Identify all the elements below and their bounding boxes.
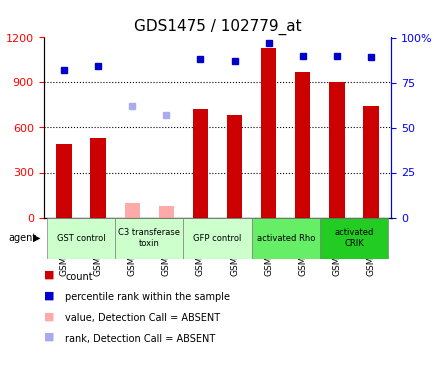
Text: rank, Detection Call = ABSENT: rank, Detection Call = ABSENT bbox=[65, 334, 215, 344]
Text: ■: ■ bbox=[43, 332, 54, 342]
Bar bbox=[158, 206, 174, 218]
Text: agent: agent bbox=[9, 233, 37, 243]
Bar bbox=[90, 138, 105, 218]
Bar bbox=[115, 217, 183, 259]
Text: GFP control: GFP control bbox=[193, 234, 241, 243]
Bar bbox=[47, 217, 115, 259]
Bar bbox=[260, 48, 276, 217]
Text: GST control: GST control bbox=[56, 234, 105, 243]
Text: ■: ■ bbox=[43, 270, 54, 280]
Text: percentile rank within the sample: percentile rank within the sample bbox=[65, 292, 230, 303]
Text: ▶: ▶ bbox=[33, 233, 40, 243]
Bar bbox=[362, 106, 378, 218]
Text: activated
CRIK: activated CRIK bbox=[333, 228, 373, 248]
Bar bbox=[227, 116, 242, 218]
Bar bbox=[183, 217, 251, 259]
Text: ■: ■ bbox=[43, 291, 54, 301]
Text: activated Rho: activated Rho bbox=[256, 234, 314, 243]
Text: ■: ■ bbox=[43, 311, 54, 321]
Text: C3 transferase
toxin: C3 transferase toxin bbox=[118, 228, 180, 248]
Text: value, Detection Call = ABSENT: value, Detection Call = ABSENT bbox=[65, 313, 220, 323]
Text: GDS1475 / 102779_at: GDS1475 / 102779_at bbox=[133, 19, 301, 35]
Bar bbox=[56, 144, 72, 218]
Bar bbox=[294, 72, 310, 217]
Bar bbox=[251, 217, 319, 259]
Bar bbox=[124, 203, 140, 217]
Bar bbox=[319, 217, 387, 259]
Bar bbox=[192, 110, 207, 218]
Text: count: count bbox=[65, 272, 93, 282]
Bar bbox=[329, 82, 344, 218]
